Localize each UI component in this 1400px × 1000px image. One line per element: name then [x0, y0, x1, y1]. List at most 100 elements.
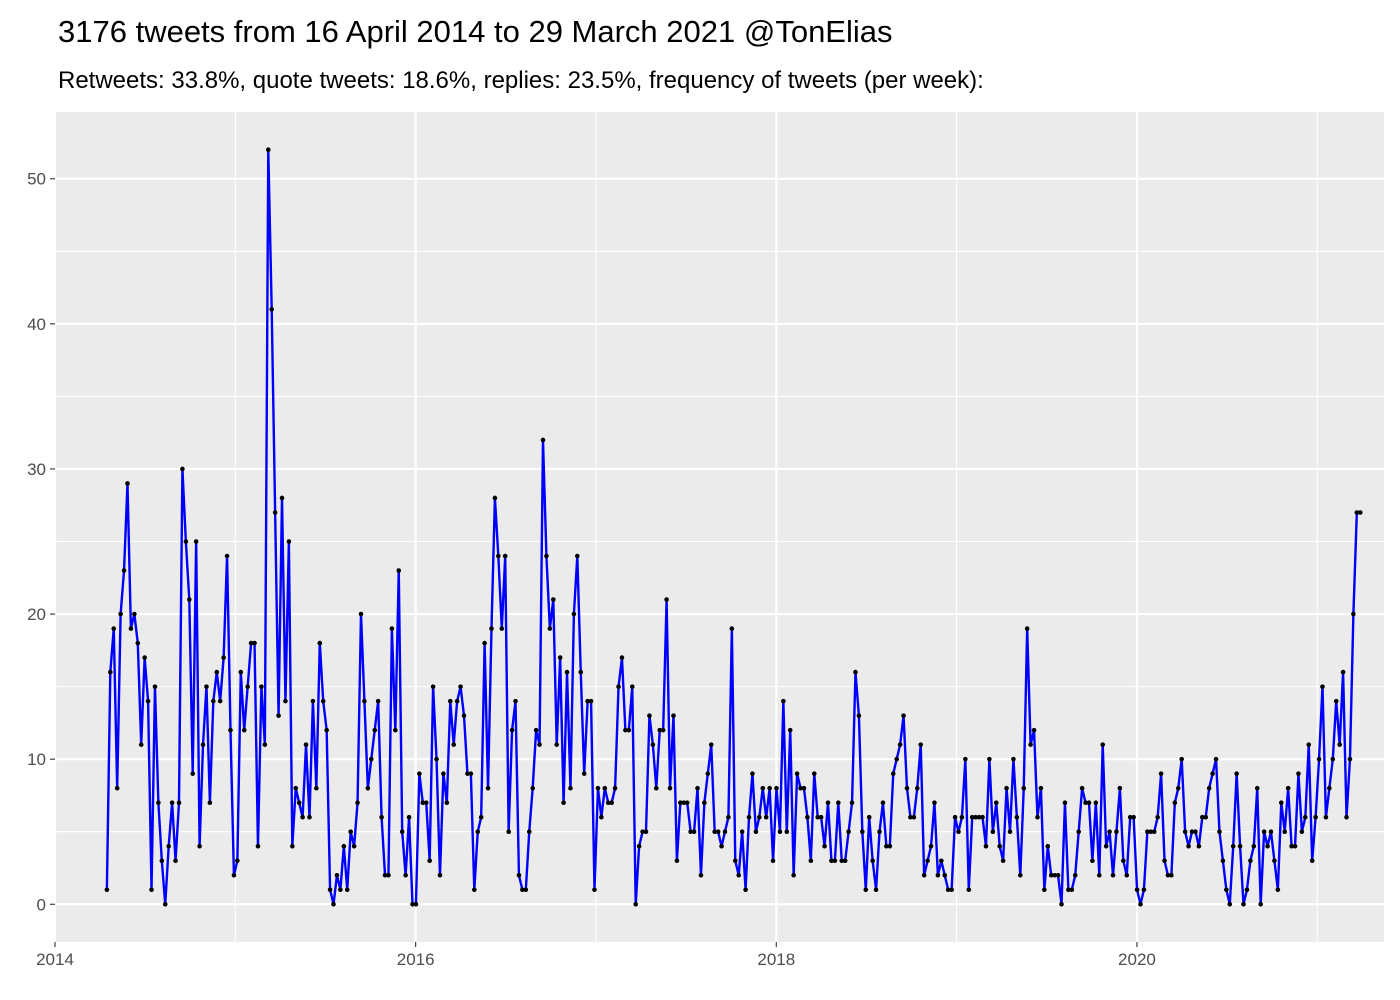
- data-point: [417, 771, 422, 776]
- data-point: [235, 858, 240, 864]
- data-point: [434, 756, 439, 762]
- data-point: [465, 771, 470, 776]
- data-point: [1096, 872, 1102, 878]
- data-point: [207, 800, 213, 805]
- data-point: [674, 858, 680, 864]
- data-point: [1028, 742, 1033, 747]
- data-point: [777, 829, 783, 835]
- data-point: [705, 771, 711, 776]
- data-point: [890, 771, 896, 776]
- data-point: [1024, 626, 1030, 631]
- data-point: [750, 771, 755, 776]
- data-point: [1138, 901, 1143, 907]
- data-point: [1158, 771, 1164, 776]
- data-points: [104, 147, 1363, 907]
- data-point: [798, 785, 803, 791]
- data-point: [623, 727, 628, 733]
- data-point: [1186, 843, 1191, 849]
- data-point: [939, 858, 944, 864]
- data-point: [599, 814, 604, 820]
- data-point: [544, 553, 549, 559]
- data-point: [327, 887, 333, 893]
- data-point: [265, 147, 271, 153]
- data-point: [1213, 756, 1219, 762]
- data-point: [842, 858, 848, 864]
- data-point: [1117, 785, 1123, 791]
- data-point: [317, 640, 323, 646]
- data-point: [489, 626, 494, 631]
- data-point: [760, 785, 766, 791]
- data-point: [1313, 814, 1318, 820]
- data-point: [1292, 843, 1298, 849]
- data-point: [1227, 901, 1233, 907]
- data-point: [379, 814, 384, 820]
- x-tick-label: 2018: [757, 950, 795, 969]
- data-point: [420, 800, 426, 805]
- data-point: [451, 742, 457, 747]
- data-point: [1031, 727, 1037, 733]
- data-point: [1145, 829, 1150, 835]
- data-point: [1306, 742, 1312, 747]
- y-tick-label: 20: [27, 605, 46, 624]
- x-axis: 2014 2016 2018 2020: [36, 942, 1156, 969]
- data-point: [1354, 510, 1360, 515]
- data-point: [320, 698, 326, 704]
- data-point: [358, 611, 364, 617]
- data-point: [279, 495, 285, 501]
- data-point: [647, 713, 652, 718]
- data-point: [389, 626, 395, 631]
- data-point: [241, 727, 247, 733]
- data-point: [671, 713, 676, 718]
- data-point: [1100, 742, 1106, 747]
- data-point: [836, 800, 841, 805]
- y-tick-label: 30: [27, 460, 46, 479]
- data-point: [1151, 829, 1157, 835]
- data-point: [942, 872, 948, 878]
- data-point: [307, 814, 312, 820]
- data-point: [375, 698, 381, 704]
- data-point: [729, 626, 735, 631]
- data-point: [180, 466, 185, 472]
- data-point: [595, 785, 601, 791]
- data-point: [386, 872, 391, 878]
- data-point: [736, 872, 742, 878]
- data-point: [1251, 843, 1257, 849]
- data-point: [901, 713, 906, 718]
- data-point: [523, 887, 529, 893]
- data-point: [1014, 814, 1020, 820]
- data-point: [770, 858, 776, 864]
- data-point: [1210, 771, 1215, 776]
- data-point: [1220, 858, 1226, 864]
- data-point: [963, 756, 968, 762]
- data-point: [362, 698, 367, 704]
- data-point: [1320, 684, 1325, 689]
- data-point: [296, 800, 302, 805]
- data-point: [880, 800, 886, 805]
- data-point: [1021, 785, 1027, 791]
- data-point: [303, 742, 309, 747]
- data-point: [1004, 785, 1009, 791]
- data-point: [262, 742, 268, 747]
- data-point: [293, 785, 299, 791]
- data-point: [808, 858, 814, 864]
- data-point: [1000, 858, 1006, 864]
- data-point: [1127, 814, 1133, 820]
- data-point: [1038, 785, 1044, 791]
- data-point: [324, 727, 329, 733]
- data-point: [351, 843, 357, 849]
- data-point: [1268, 829, 1274, 835]
- data-point: [125, 481, 130, 486]
- data-point: [1234, 771, 1239, 776]
- data-point: [619, 655, 625, 660]
- data-point: [1285, 785, 1291, 791]
- data-point: [1254, 785, 1260, 791]
- data-point: [430, 684, 436, 689]
- data-point: [1155, 814, 1160, 820]
- data-point: [568, 785, 573, 791]
- data-point: [897, 742, 903, 747]
- data-point: [245, 684, 250, 689]
- data-point: [997, 843, 1002, 849]
- major-gridlines: [53, 112, 1384, 942]
- data-point: [118, 611, 123, 617]
- data-point: [382, 872, 388, 878]
